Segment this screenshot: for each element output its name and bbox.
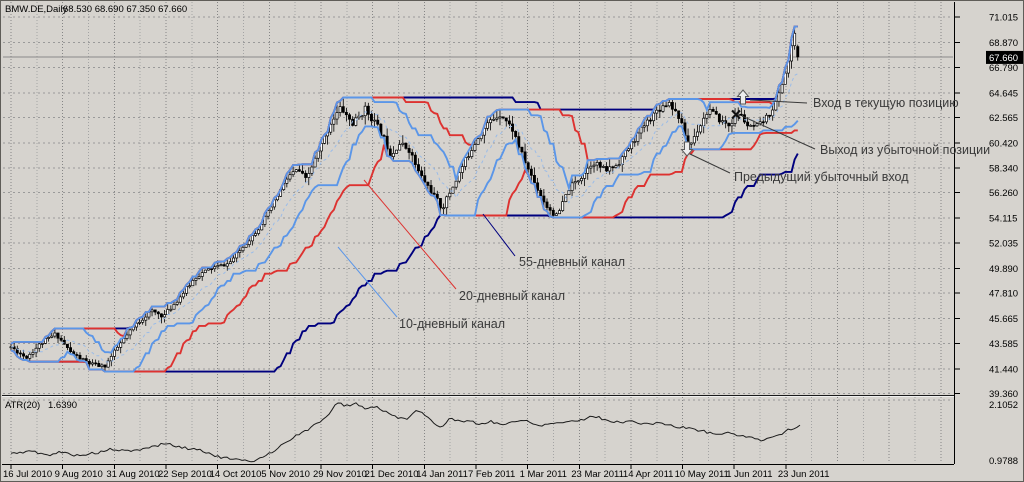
price-axis-label: 54.115	[989, 214, 1017, 225]
price-axis-label: 39.360	[989, 389, 1018, 400]
date-axis-label: 22 Sep 2010	[158, 469, 212, 480]
price-axis-label: 64.645	[989, 88, 1018, 99]
annotation-labels: Вход в текущую позицию Выход из убыточно…	[399, 96, 990, 331]
time-scale[interactable]	[3, 465, 953, 482]
entry-pointer-line	[749, 99, 808, 104]
date-axis-label: 1 Jun 2011	[726, 469, 772, 480]
entry-arrow-icon	[736, 89, 750, 105]
price-axis-label: 47.810	[989, 289, 1018, 300]
annotation-pointers	[337, 99, 816, 318]
label-channel-20: 20-дневный канал	[459, 289, 565, 303]
date-axis-label: 16 Jul 2010	[3, 469, 52, 480]
exit-pointer-line	[741, 115, 816, 150]
date-axis-label: 9 Aug 2010	[55, 469, 103, 480]
price-axis-label: 58.340	[989, 163, 1018, 174]
current-price-tag: 67.660	[989, 53, 1018, 64]
annotation-entry-current: Вход в текущую позицию	[813, 96, 959, 110]
ohlc-label: 68.530 68.690 67.350 67.660	[63, 4, 187, 15]
channel55-pointer-line	[482, 213, 516, 257]
trade-markers	[680, 89, 750, 157]
price-axis-label: 62.565	[989, 113, 1018, 124]
price-axis-label: 68.870	[989, 38, 1018, 49]
price-axis-label: 49.890	[989, 264, 1018, 275]
candlestick-series	[9, 26, 800, 372]
date-axis-label: 14 Oct 2010	[210, 469, 262, 480]
price-axis-label: 56.260	[989, 188, 1018, 199]
panel-borders	[2, 2, 955, 465]
date-axis-label: 14 Jan 2011	[416, 469, 468, 480]
prev-entry-pointer-line	[689, 153, 731, 174]
main-plot-area[interactable]	[3, 2, 953, 395]
date-axis-label: 21 Dec 2010	[365, 469, 419, 480]
date-axis-label: 5 Nov 2010	[261, 469, 310, 480]
chart-title: BMW.DE,Daily 68.530 68.690 67.350 67.660	[5, 4, 187, 15]
atr-scale-label: 0.9788	[989, 456, 1018, 467]
atr-plot-area[interactable]	[3, 397, 953, 464]
price-axis-label: 45.665	[989, 314, 1018, 325]
price-axis-label: 43.585	[989, 339, 1018, 350]
date-axis-label: 1 Mar 2011	[520, 469, 567, 480]
channel10-pointer-line	[337, 246, 398, 318]
symbol-period-label: BMW.DE,Daily	[5, 4, 68, 15]
price-axis-label: 60.420	[989, 139, 1018, 150]
previous-entry-arrow-icon	[680, 141, 694, 157]
annotation-prev-loss-entry: Предыдущий убыточный вход	[734, 170, 909, 184]
price-scale[interactable]	[955, 2, 1024, 464]
price-axis-label: 41.440	[989, 364, 1018, 375]
label-channel-10: 10-дневный канал	[399, 317, 505, 331]
price-axis-label: 52.035	[989, 238, 1018, 249]
channel-lines	[10, 25, 799, 373]
atr-scale-label: 2.1052	[989, 400, 1018, 411]
price-axis-label: 71.015	[989, 13, 1018, 24]
label-channel-55: 55-дневный канал	[519, 255, 625, 269]
date-axis-label: 23 Jun 2011	[778, 469, 830, 480]
annotation-exit-loss: Выход из убыточной позиции	[820, 143, 990, 157]
date-axis-label: 14 Apr 2011	[623, 469, 674, 480]
date-axis-label: 7 Feb 2011	[468, 469, 515, 480]
channel20-pointer-line	[363, 179, 457, 290]
date-axis-label: 10 May 2011	[675, 469, 729, 480]
atr-label: ATR(20)	[5, 400, 40, 411]
date-axis-label: 31 Aug 2010	[106, 469, 159, 480]
date-axis-label: 23 Mar 2011	[571, 469, 624, 480]
axes: 71.015 68.870 66.790 64.645 62.565 60.420 58.3…	[3, 13, 1023, 480]
atr-indicator-panel: ATR(20) 1.6390	[5, 400, 801, 463]
price-axis-label: 66.790	[989, 63, 1018, 74]
date-axis-label: 29 Nov 2010	[313, 469, 367, 480]
chart-grid	[3, 2, 953, 463]
atr-value: 1.6390	[48, 400, 77, 411]
exit-cross-icon	[731, 109, 741, 120]
